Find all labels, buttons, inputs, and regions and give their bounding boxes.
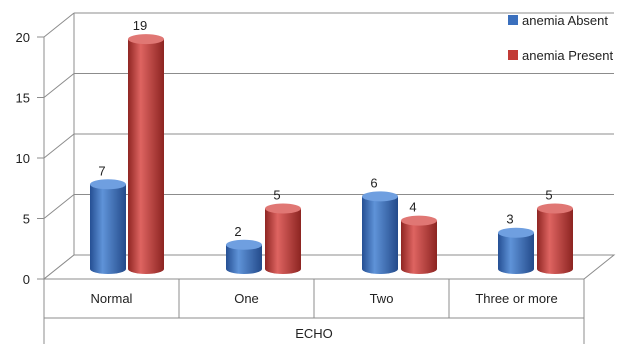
legend-label: anemia Present [522,48,613,63]
gridline-depth-5 [43,194,75,219]
x-tick-label: Two [370,291,394,306]
legend-label: anemia Absent [522,13,608,28]
data-label: 2 [234,224,241,239]
y-tick-label: 5 [23,212,30,227]
bars [90,34,573,274]
data-label: 4 [409,200,416,215]
bar-cap [498,227,534,238]
bar-anemia-absent [362,191,398,274]
bar-cap [128,34,164,45]
data-label: 19 [133,18,147,33]
bar-body [401,220,437,274]
bar-anemia-present [265,203,301,274]
labels: 7 2 6 3 19 5 4 5 [98,18,552,239]
bar-body [128,39,164,274]
data-label: 3 [506,212,513,227]
y-tick-label: 15 [16,91,30,106]
bar-cap [537,203,573,214]
gridline-depth-20 [43,12,75,38]
bar-cap [265,203,301,214]
gridline-depth-15 [43,73,75,98]
bar-anemia-present [128,34,164,274]
legend-swatch [508,50,518,60]
bar-body [265,208,301,274]
bar-cap [226,239,262,250]
bar-anemia-absent [226,239,262,274]
bar-anemia-present [537,203,573,274]
y-tick-label: 0 [23,272,30,287]
data-label: 7 [98,163,105,178]
axes: 0 5 10 15 20 Normal One Two Three or more ECHO [16,13,616,344]
bar-body [498,232,534,274]
bar-cap [362,191,398,202]
bar-body [362,196,398,274]
legend: anemia Absent anemia Present [508,13,613,63]
y-tick-label: 10 [16,151,30,166]
bar-cap [90,179,126,190]
y-tick-label: 20 [16,30,30,45]
chart-floor [42,254,616,280]
data-label: 5 [545,188,552,203]
x-tick-label: Three or more [475,291,557,306]
data-label: 5 [273,188,280,203]
bar-body [226,244,262,274]
legend-swatch [508,15,518,25]
x-tick-label: One [234,291,259,306]
bar-body [537,208,573,274]
x-axis-title: ECHO [295,326,333,341]
bar-cap [401,215,437,226]
bar-anemia-absent [498,227,534,274]
data-label: 6 [370,175,377,190]
x-tick-label: Normal [91,291,133,306]
bar-body [90,184,126,274]
bar-anemia-present [401,215,437,274]
bar-anemia-absent [90,179,126,274]
gridline-depth-10 [43,133,75,159]
